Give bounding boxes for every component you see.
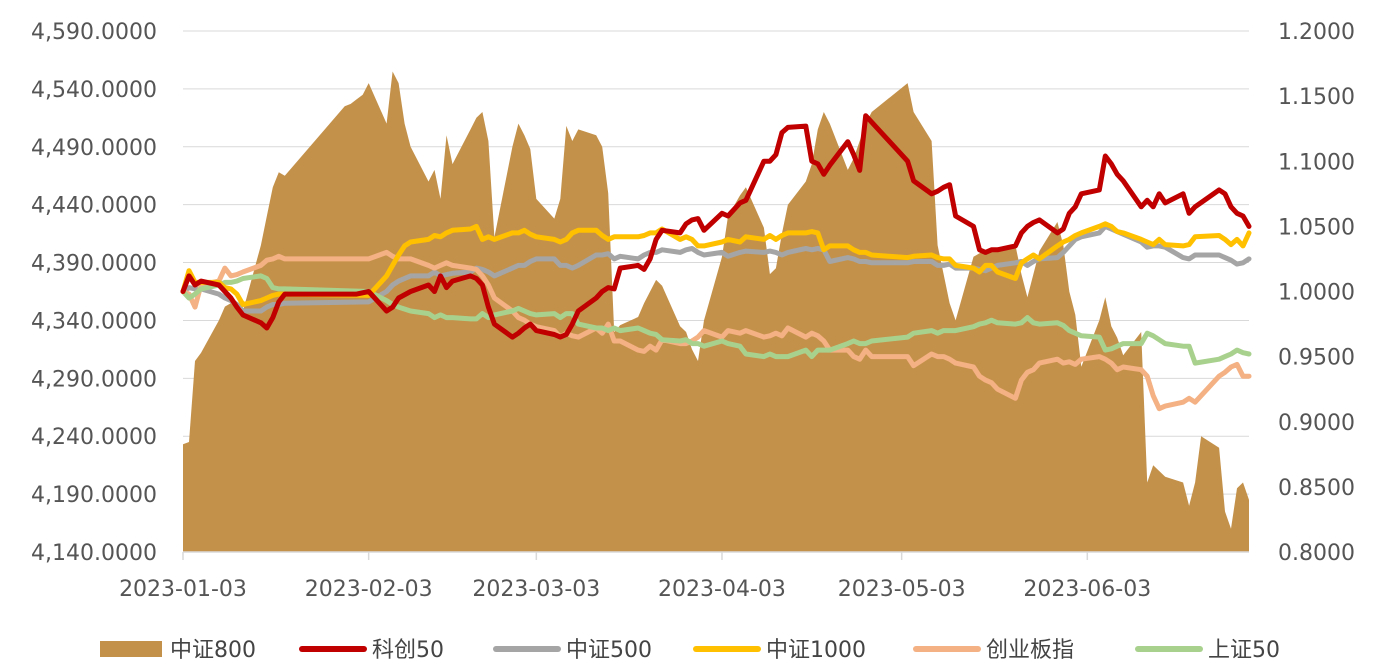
x-tick-label: 2023-03-03 (472, 577, 600, 602)
legend-label: 中证800 (170, 638, 256, 663)
y-right-tick-label: 1.0500 (1278, 215, 1355, 240)
y-right-tick-label: 0.9000 (1278, 411, 1355, 436)
x-axis-ticks: 2023-01-03 2023-02-03 2023-03-03 2023-04-03… (119, 577, 1151, 602)
y-left-tick-label: 4,140.0000 (31, 541, 157, 566)
y-right-tick-label: 1.0000 (1278, 281, 1355, 306)
y-right-tick-label: 1.1000 (1278, 150, 1355, 175)
y-left-tick-label: 4,240.0000 (31, 425, 157, 450)
series-line-zhongzheng500 (180, 223, 1252, 314)
legend-label: 科创50 (372, 638, 444, 663)
y-right-tick-label: 0.8000 (1278, 541, 1355, 566)
series-area-zhongzheng800 (183, 71, 1249, 552)
series-line-kechuang50 (180, 113, 1252, 340)
series-line-chuangyeban (180, 249, 1252, 412)
legend-label: 上证50 (1208, 638, 1280, 663)
y-left-tick-label: 4,390.0000 (31, 252, 157, 277)
legend-swatch-zhongzheng800 (100, 641, 162, 657)
y-right-tick-label: 0.8500 (1278, 476, 1355, 501)
x-tick-label: 2023-06-03 (1023, 577, 1151, 602)
left-axis-ticks: 4,590.0000 4,540.0000 4,490.0000 4,440.0000… (31, 20, 157, 566)
area-layer (183, 71, 1249, 552)
y-left-tick-label: 4,290.0000 (31, 367, 157, 392)
series-line-shangzheng50 (180, 273, 1252, 366)
axes (182, 551, 1249, 560)
y-right-tick-label: 1.2000 (1278, 20, 1355, 45)
legend-label: 中证500 (566, 638, 652, 663)
y-left-tick-label: 4,540.0000 (31, 78, 157, 103)
y-left-tick-label: 4,190.0000 (31, 483, 157, 508)
x-tick-label: 2023-05-03 (838, 577, 966, 602)
line-layer (180, 113, 1252, 412)
y-left-tick-label: 4,440.0000 (31, 194, 157, 219)
legend-label: 创业板指 (986, 638, 1074, 663)
legend-label: 中证1000 (766, 638, 866, 663)
right-axis-ticks: 1.2000 1.1500 1.1000 1.0500 1.0000 0.9500 0.90… (1278, 20, 1355, 566)
x-tick-label: 2023-02-03 (305, 577, 433, 602)
legend: 中证800 科创50 中证500 中证1000 创业板指 上证50 (100, 638, 1280, 663)
y-left-tick-label: 4,490.0000 (31, 136, 157, 161)
x-tick-label: 2023-04-03 (658, 577, 786, 602)
y-left-tick-label: 4,590.0000 (31, 20, 157, 45)
y-right-tick-label: 0.9500 (1278, 346, 1355, 371)
series-line-zhongzheng1000 (180, 221, 1252, 307)
y-right-tick-label: 1.1500 (1278, 85, 1355, 110)
x-tick-label: 2023-01-03 (119, 577, 247, 602)
y-left-tick-label: 4,340.0000 (31, 309, 157, 334)
